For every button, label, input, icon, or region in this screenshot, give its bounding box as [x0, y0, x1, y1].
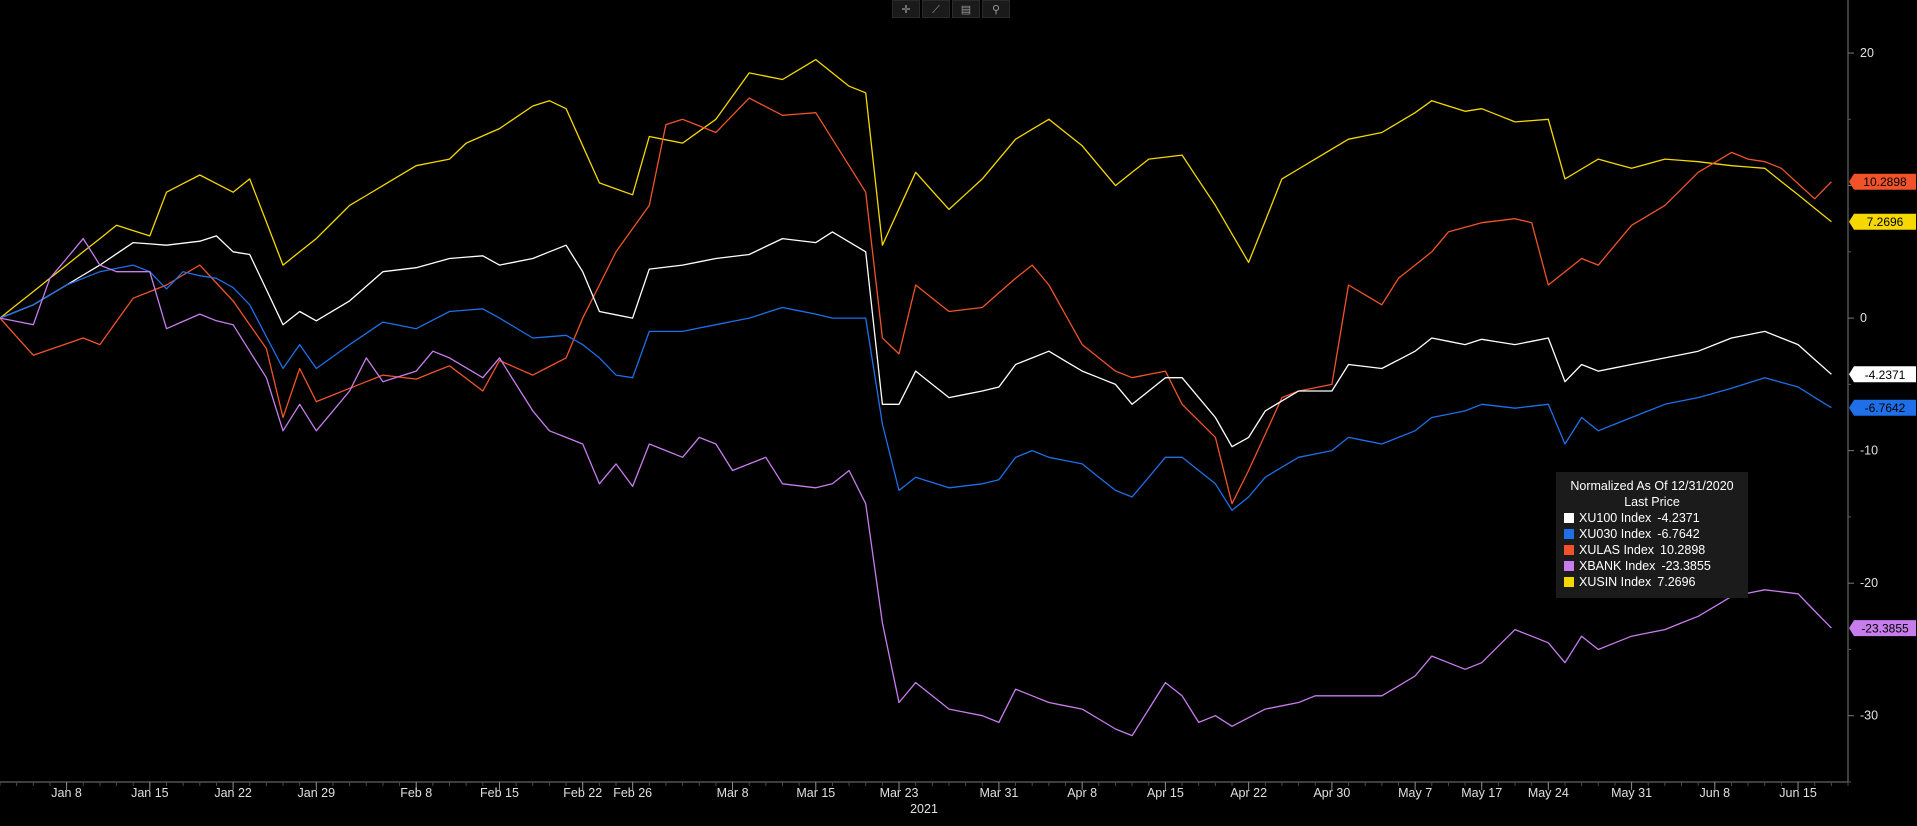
y-tick-label: -10 [1860, 444, 1878, 458]
x-tick-label: Apr 30 [1313, 786, 1350, 800]
series-line [0, 58, 1832, 319]
x-tick-label: Jun 8 [1700, 786, 1731, 800]
legend-series-name: XULAS Index [1579, 543, 1655, 557]
last-value-tag [1849, 366, 1916, 383]
crosshair-icon[interactable]: ✛ [892, 0, 920, 18]
x-tick-label: Jan 15 [131, 786, 169, 800]
x-tick-label: Jan 8 [51, 786, 82, 800]
legend-series-value: 7.2696 [1657, 575, 1696, 589]
y-tick-label: -30 [1860, 709, 1878, 723]
x-tick-label: Feb 15 [480, 786, 519, 800]
zoom-icon[interactable]: ⚲ [982, 0, 1010, 18]
x-tick-label: Feb 8 [400, 786, 432, 800]
chart-legend: Normalized As Of 12/31/2020 Last Price X… [1556, 472, 1748, 598]
legend-swatch [1564, 545, 1574, 555]
last-value-tag [1849, 173, 1916, 190]
x-tick-label: May 7 [1398, 786, 1432, 800]
last-value-label: -6.7642 [1865, 401, 1906, 415]
last-value-tag [1849, 620, 1916, 637]
x-tick-label: Jun 15 [1779, 786, 1817, 800]
x-tick-label: Apr 8 [1067, 786, 1097, 800]
legend-series-name: XU030 Index [1579, 527, 1652, 541]
legend-swatch [1564, 529, 1574, 539]
x-tick-label: Mar 15 [796, 786, 835, 800]
last-value-tag [1849, 399, 1916, 416]
x-tick-label: Apr 15 [1147, 786, 1184, 800]
y-tick-label: 20 [1860, 46, 1874, 60]
y-tick-label: -20 [1860, 576, 1878, 590]
legend-row: XULAS Index 10.2898 [1556, 542, 1748, 558]
x-tick-label: Mar 31 [979, 786, 1018, 800]
last-value-tag [1849, 213, 1916, 230]
legend-series-name: XBANK Index [1579, 559, 1656, 573]
x-tick-label: Jan 29 [298, 786, 336, 800]
series-line [0, 97, 1832, 505]
legend-swatch [1564, 577, 1574, 587]
last-value-label: 7.2696 [1867, 215, 1904, 229]
x-tick-label: Mar 23 [880, 786, 919, 800]
legend-row: XU100 Index -4.2371 [1556, 510, 1748, 526]
x-tick-label: May 24 [1528, 786, 1569, 800]
legend-series-value: 10.2898 [1660, 543, 1706, 557]
legend-series-name: XUSIN Index [1579, 575, 1652, 589]
chart-toolbar: ✛ ⟋ ▤ ⚲ [892, 0, 1012, 19]
table-icon[interactable]: ▤ [952, 0, 980, 18]
x-tick-label: May 17 [1461, 786, 1502, 800]
series-line [0, 237, 1832, 737]
x-tick-label: Mar 8 [717, 786, 749, 800]
series-line [0, 231, 1832, 448]
legend-subtitle: Last Price [1624, 495, 1680, 509]
x-tick-label: May 31 [1611, 786, 1652, 800]
legend-row: XU030 Index -6.7642 [1556, 526, 1748, 542]
x-tick-label: Feb 26 [613, 786, 652, 800]
legend-series-value: -6.7642 [1657, 527, 1700, 541]
legend-series-value: -23.3855 [1661, 559, 1711, 573]
last-value-label: 10.2898 [1863, 175, 1907, 189]
legend-swatch [1564, 561, 1574, 571]
legend-series-name: XU100 Index [1579, 511, 1652, 525]
legend-row: XBANK Index -23.3855 [1556, 558, 1748, 574]
last-value-label: -23.3855 [1861, 622, 1909, 636]
y-tick-label: 0 [1860, 311, 1867, 325]
x-axis-label: 2021 [910, 802, 938, 816]
x-tick-label: Apr 22 [1230, 786, 1267, 800]
x-tick-label: Feb 22 [563, 786, 602, 800]
series-line [0, 264, 1832, 511]
legend-series-value: -4.2371 [1657, 511, 1700, 525]
legend-row: XUSIN Index 7.2696 [1556, 574, 1748, 590]
x-tick-label: Jan 22 [214, 786, 252, 800]
last-value-label: -4.2371 [1865, 368, 1906, 382]
legend-swatch [1564, 513, 1574, 523]
legend-title: Normalized As Of 12/31/2020 [1570, 479, 1734, 493]
draw-icon[interactable]: ⟋ [922, 0, 950, 18]
